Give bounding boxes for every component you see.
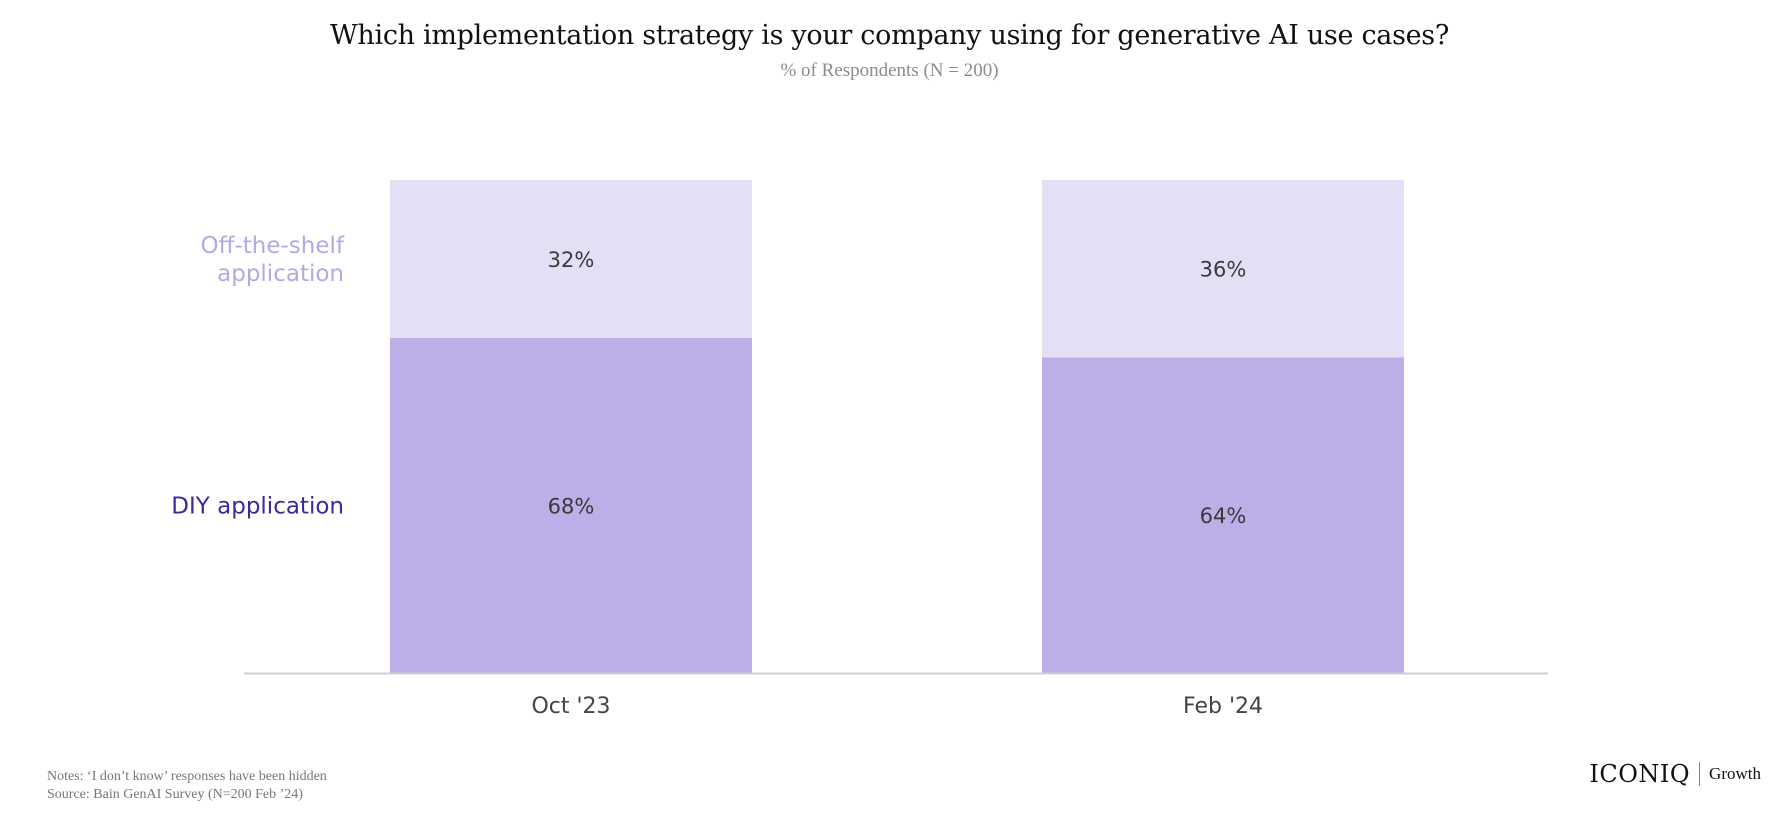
bar-diy-1 <box>1042 357 1404 673</box>
bar-off-the-shelf-0 <box>390 180 752 338</box>
series-label-diy: DIY application <box>171 493 344 519</box>
notes-text: Notes: ‘I don’t know’ responses have bee… <box>47 769 327 784</box>
value-label-diy-1: 64% <box>1200 504 1247 528</box>
source-text: Source: Bain GenAI Survey (N=200 Feb ’24… <box>47 787 303 802</box>
value-label-off-the-shelf-1: 36% <box>1200 258 1247 282</box>
bar-diy-0 <box>390 337 752 673</box>
brand-subname: Growth <box>1709 764 1761 783</box>
bar-off-the-shelf-1 <box>1042 180 1404 358</box>
footnotes: Notes: ‘I don’t know’ responses have bee… <box>47 768 327 804</box>
value-label-diy-0: 68% <box>548 494 595 518</box>
x-tick-label-0: Oct '23 <box>531 694 610 719</box>
x-tick-label-1: Feb '24 <box>1183 694 1263 719</box>
chart-subtitle: % of Respondents (N = 200) <box>780 60 999 81</box>
brand-name: ICONIQ <box>1589 760 1691 788</box>
series-label-off-the-shelf: Off-the-shelf application <box>201 233 345 287</box>
chart-title: Which implementation strategy is your co… <box>329 20 1450 51</box>
value-label-off-the-shelf-0: 32% <box>548 248 595 272</box>
brand-divider <box>1699 762 1701 786</box>
brand-logo: ICONIQ Growth <box>1589 760 1761 788</box>
